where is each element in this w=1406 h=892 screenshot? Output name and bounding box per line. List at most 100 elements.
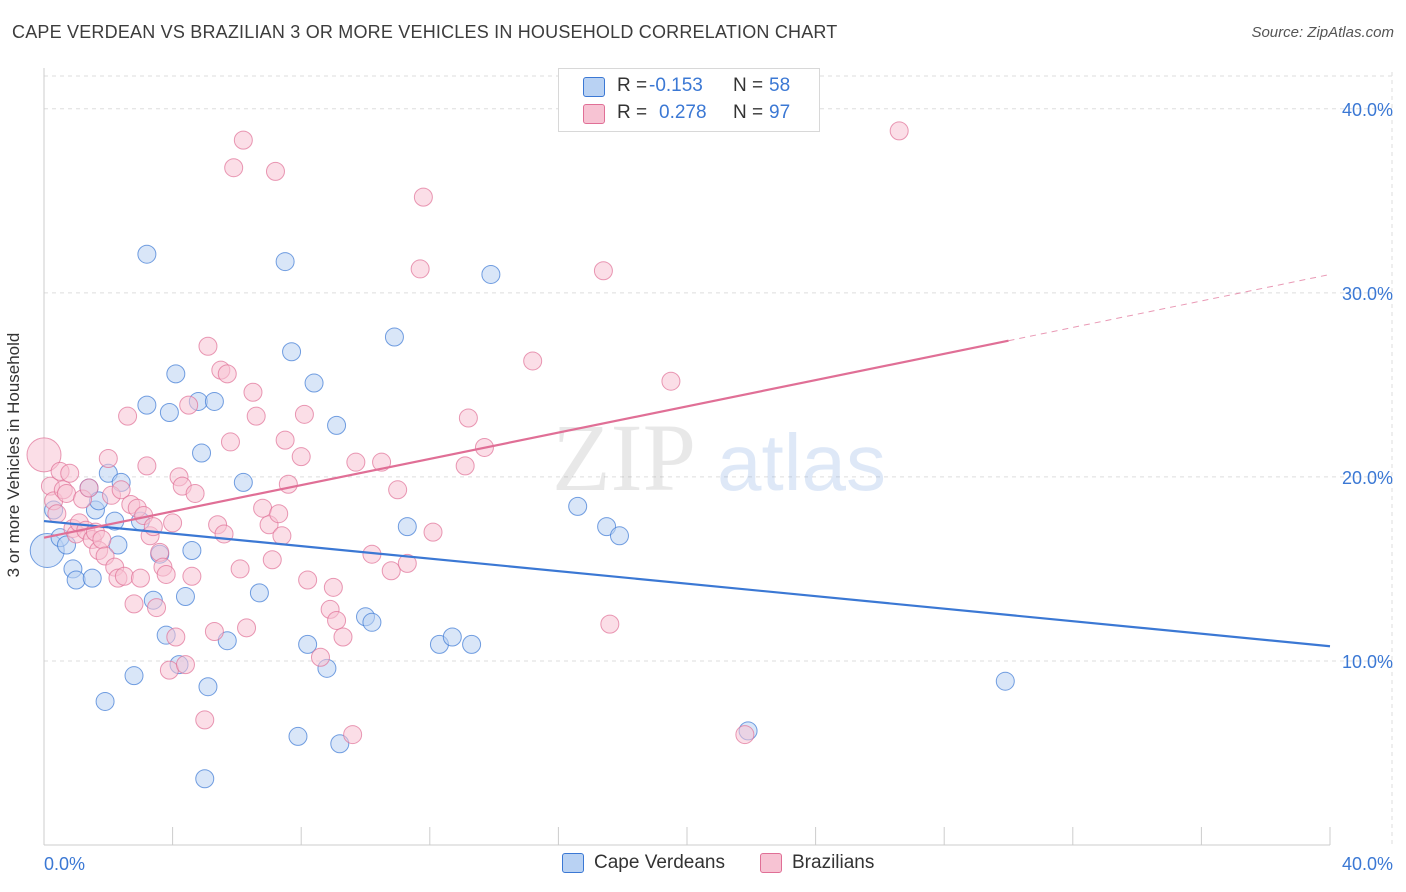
x-tick-label: 0.0% [44, 854, 85, 874]
legend-n-value: 58 [769, 75, 791, 96]
data-point [82, 568, 102, 588]
data-point [137, 395, 157, 415]
data-point [111, 480, 131, 500]
gridlines [44, 72, 1393, 845]
data-point [124, 666, 144, 686]
series-brazilians [26, 121, 909, 745]
data-point [198, 336, 218, 356]
data-point [179, 395, 199, 415]
data-point [47, 504, 67, 524]
y-tick-label: 20.0% [1342, 468, 1393, 488]
data-point [217, 631, 237, 651]
y-tick-label: 10.0% [1342, 652, 1393, 672]
data-point [397, 553, 417, 573]
data-point [523, 351, 543, 371]
data-point [60, 463, 80, 483]
data-point [220, 432, 240, 452]
data-point [147, 598, 167, 618]
correlation-legend: R = -0.153 N = 58 R = 0.278 N = 97 [558, 68, 820, 132]
y-tick-label: 40.0% [1342, 100, 1393, 120]
legend-swatch-blue [583, 77, 605, 97]
data-point [442, 627, 462, 647]
data-point [330, 734, 350, 754]
data-point [381, 561, 401, 581]
data-point [343, 725, 363, 745]
data-point [185, 483, 205, 503]
data-point [323, 577, 343, 597]
watermark-atlas: atlas [717, 418, 886, 507]
data-point [568, 496, 588, 516]
data-point [735, 725, 755, 745]
data-point [253, 498, 273, 518]
legend-swatch-pink [760, 853, 782, 873]
data-point [79, 478, 99, 498]
data-point [600, 614, 620, 634]
data-point [410, 259, 430, 279]
legend-label: Cape Verdeans [594, 852, 725, 873]
data-point [265, 161, 285, 181]
data-point [275, 430, 295, 450]
data-point [262, 550, 282, 570]
data-point [204, 622, 224, 642]
data-point [175, 655, 195, 675]
chart-title: CAPE VERDEAN VS BRAZILIAN 3 OR MORE VEHI… [12, 22, 838, 42]
tick-labels: 10.0% 20.0% 30.0% 40.0% 0.0% 40.0% [44, 100, 1393, 874]
data-point [298, 570, 318, 590]
y-tick-label: 30.0% [1342, 284, 1393, 304]
data-point [423, 522, 443, 542]
data-point [166, 364, 186, 384]
data-point [288, 726, 308, 746]
data-point [159, 660, 179, 680]
legend-r-value: -0.153 [649, 75, 703, 96]
data-point [304, 373, 324, 393]
data-point [156, 564, 176, 584]
watermark: ZIP atlas [552, 404, 886, 511]
data-point [661, 371, 681, 391]
data-point [458, 408, 478, 428]
data-point [182, 566, 202, 586]
trend-line-extension [1008, 273, 1331, 342]
data-point [233, 130, 253, 150]
data-point [462, 634, 482, 654]
trend-line [43, 519, 1331, 648]
data-point [98, 449, 118, 468]
data-point [275, 252, 295, 272]
data-point [95, 691, 115, 711]
data-point [597, 517, 617, 537]
legend-r-value: 0.278 [659, 102, 707, 123]
data-point [346, 452, 366, 472]
data-point [166, 627, 186, 647]
legend-swatch-pink [583, 104, 605, 124]
trend-line [43, 339, 1009, 539]
data-point [26, 437, 62, 473]
data-point [384, 327, 404, 347]
data-point [298, 634, 318, 654]
data-point [362, 612, 382, 632]
data-point [204, 391, 224, 411]
data-point [609, 526, 629, 546]
data-point [455, 456, 475, 476]
data-point [246, 406, 266, 426]
data-point [192, 443, 212, 463]
data-point [481, 264, 501, 284]
data-point [272, 526, 292, 546]
legend-n-label: N = [733, 75, 764, 96]
x-tick-label: 40.0% [1342, 854, 1393, 874]
data-point [233, 472, 253, 492]
legend-r-label: R = [617, 75, 648, 96]
watermark-zip: ZIP [552, 404, 696, 511]
data-point [175, 587, 195, 607]
data-point [282, 342, 302, 362]
data-point [224, 158, 244, 178]
data-point [66, 570, 86, 590]
data-point [397, 517, 417, 537]
data-point [889, 121, 909, 141]
data-point [995, 671, 1015, 691]
data-point [593, 261, 613, 281]
data-point [57, 483, 77, 503]
data-point [278, 474, 298, 494]
data-point [137, 244, 157, 264]
data-point [333, 627, 353, 647]
data-point [217, 364, 237, 384]
